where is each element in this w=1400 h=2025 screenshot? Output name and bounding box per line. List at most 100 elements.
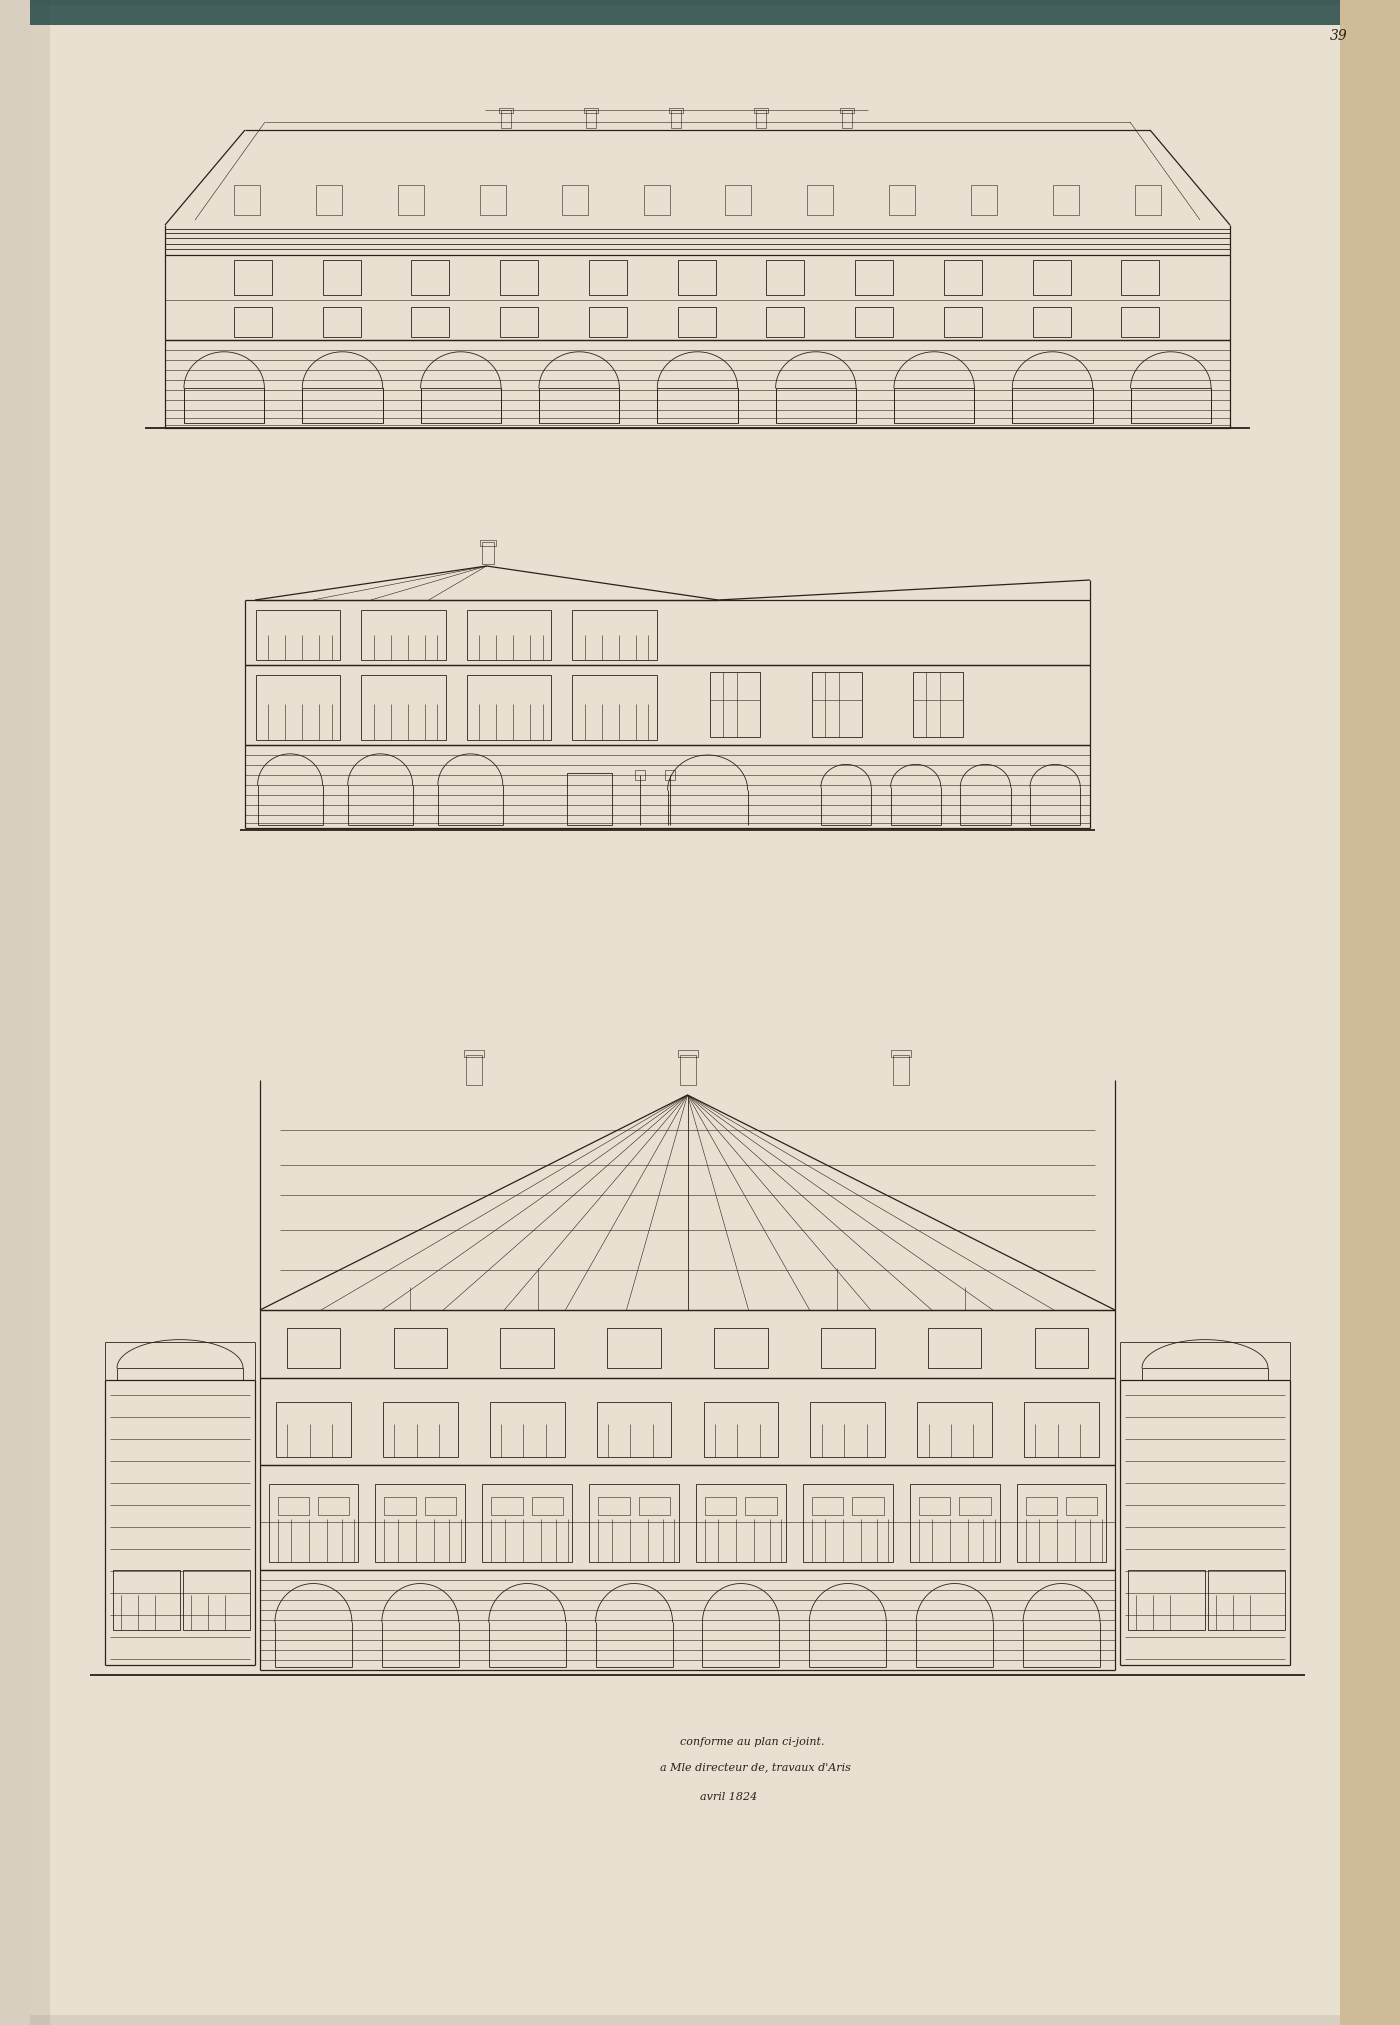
Bar [490,1401,564,1458]
Bar [913,672,963,737]
Bar [466,610,552,660]
Bar [812,1496,843,1515]
Bar [567,772,612,824]
Bar [596,1401,672,1458]
Bar [375,1484,465,1561]
Bar [412,308,449,336]
Bar [1131,389,1211,423]
Bar [910,1484,1000,1561]
Bar [269,1484,358,1561]
Bar [1025,1401,1099,1458]
Bar [424,1496,456,1515]
Bar [234,184,260,215]
Bar [1053,184,1079,215]
Bar [384,1401,458,1458]
Bar [776,389,855,423]
Bar [482,543,494,565]
Bar [322,308,361,336]
Bar [287,1328,340,1369]
Bar [745,1496,777,1515]
Bar [539,389,619,423]
Bar [917,1401,993,1458]
Bar [276,1401,351,1458]
Bar [500,1328,554,1369]
Bar [587,109,596,128]
Bar [532,1496,563,1515]
Bar [113,1569,181,1630]
Bar [573,610,657,660]
Bar [322,259,361,296]
Bar [644,184,669,215]
Bar [589,1484,679,1561]
Bar [755,107,769,113]
Bar [812,672,861,737]
Bar [480,184,505,215]
Bar [1033,259,1071,296]
Bar [1012,389,1093,423]
Bar [669,107,683,113]
Bar [766,308,804,336]
Bar [302,389,382,423]
Bar [1033,308,1071,336]
Bar [756,109,766,128]
Bar [498,107,512,113]
Bar [704,1401,778,1458]
Bar [393,1328,447,1369]
Bar [892,1051,911,1057]
Bar [573,674,657,739]
Bar [678,259,715,296]
Bar [466,674,552,739]
Bar [561,184,588,215]
Bar [855,308,893,336]
Bar [463,1051,484,1057]
Bar [1035,1328,1088,1369]
Bar [657,389,738,423]
Text: a Mle directeur de, travaux d'Aris: a Mle directeur de, travaux d'Aris [659,1762,851,1772]
Bar [420,389,501,423]
Bar [1340,0,1400,2025]
Bar [277,1496,309,1515]
Bar [853,1496,883,1515]
Bar [679,1055,696,1085]
Bar [480,541,496,547]
Bar [501,109,511,128]
Bar [895,389,974,423]
Bar [944,308,981,336]
Bar [385,1496,416,1515]
Bar [696,1484,785,1561]
Bar [598,1496,630,1515]
Bar [811,1401,885,1458]
Bar [1016,1484,1106,1561]
Bar [608,1328,661,1369]
Bar [671,109,682,128]
Bar [500,259,538,296]
Bar [234,308,272,336]
Bar [665,770,675,780]
Bar [918,1496,951,1515]
Bar [1135,184,1161,215]
Bar [256,674,340,739]
Text: 39: 39 [1330,28,1348,43]
Text: avril 1824: avril 1824 [700,1792,757,1802]
Bar [678,1051,697,1057]
Bar [183,1569,251,1630]
Bar [589,308,627,336]
Bar [820,1328,875,1369]
Bar [500,308,538,336]
Bar [466,1055,482,1085]
Bar [714,1328,767,1369]
Bar [841,109,851,128]
Bar [1208,1569,1285,1630]
Bar [482,1484,573,1561]
Bar [1065,1496,1098,1515]
Bar [1121,308,1159,336]
Bar [1128,1569,1205,1630]
Bar [412,259,449,296]
Bar [589,259,627,296]
Bar [361,674,445,739]
Bar [678,308,715,336]
Bar [766,259,804,296]
Bar [959,1496,991,1515]
Bar [804,1484,893,1561]
Bar [893,1055,909,1085]
